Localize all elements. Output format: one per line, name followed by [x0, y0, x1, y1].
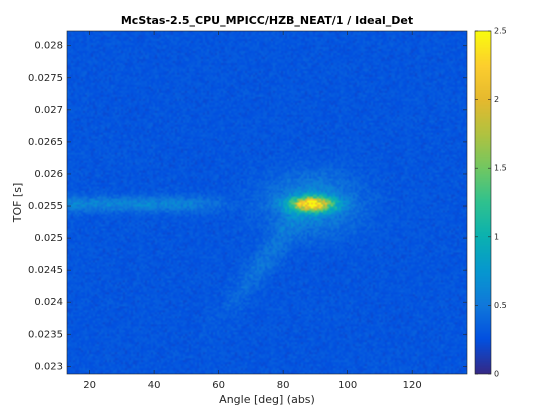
y-tick-label: 0.027 [34, 105, 63, 116]
chart-title: McStas-2.5_CPU_MPICC/HZB_NEAT/1 / Ideal_… [121, 14, 413, 27]
y-tick-label: 0.026 [34, 169, 63, 180]
colorbar-tick-label: 0 [494, 370, 499, 379]
y-tick-label: 0.0265 [28, 137, 63, 148]
y-tick-label: 0.025 [34, 233, 63, 244]
axes-frame [66, 30, 468, 375]
colorbar-tick-label: 2 [494, 95, 499, 104]
x-tick-label: 40 [148, 380, 161, 391]
y-tick-label: 0.0245 [28, 265, 63, 276]
heatmap-image [67, 31, 467, 374]
y-axis-label: TOF [s] [11, 183, 24, 224]
y-tick-label: 0.0255 [28, 201, 63, 212]
y-tick-label: 0.023 [34, 361, 63, 372]
x-tick-label: 60 [212, 380, 225, 391]
x-axis-label: Angle [deg] (abs) [219, 393, 315, 406]
colorbar-tick-label: 1 [494, 232, 499, 241]
x-tick-label: 20 [83, 380, 96, 391]
colorbar [475, 31, 491, 374]
x-tick-label: 100 [338, 380, 357, 391]
y-axis: 0.023 0.0235 0.024 0.0245 0.025 0.0255 0.026 0.… [28, 41, 467, 372]
colorbar-ticks: 0 0.5 1 1.5 2 2.5 [475, 27, 507, 379]
x-tick-label: 120 [403, 380, 422, 391]
x-tick-label: 80 [277, 380, 290, 391]
colorbar-tick-label: 0.5 [494, 301, 507, 310]
y-tick-label: 0.028 [34, 41, 63, 52]
colorbar-frame [474, 30, 492, 375]
y-tick-label: 0.024 [34, 297, 63, 308]
x-axis: 20 40 60 80 100 120 [83, 31, 422, 391]
y-tick-label: 0.0235 [28, 329, 63, 340]
colorbar-tick-label: 2.5 [494, 27, 507, 36]
colorbar-tick-label: 1.5 [494, 164, 507, 173]
y-tick-label: 0.0275 [28, 73, 63, 84]
